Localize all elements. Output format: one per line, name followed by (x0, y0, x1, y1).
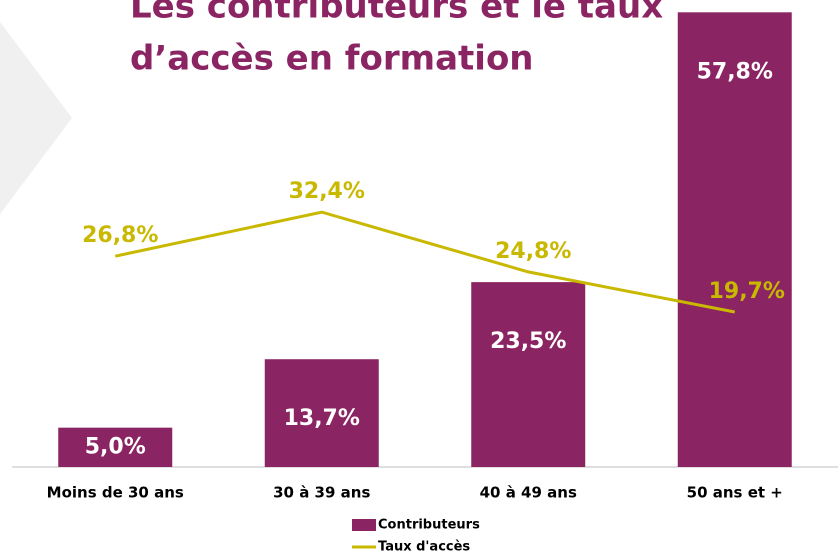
bar (471, 282, 586, 467)
line-label: 32,4% (289, 179, 365, 204)
bar (264, 359, 379, 467)
legend-label: Contributeurs (378, 518, 480, 533)
decor-arrow (0, 22, 72, 214)
x-tick-label: 30 à 39 ans (273, 484, 370, 502)
legend-swatch (352, 519, 376, 531)
line-label: 26,8% (82, 223, 158, 248)
bar-label: 13,7% (284, 406, 360, 431)
bar-label: 57,8% (697, 59, 773, 84)
bar-label: 5,0% (85, 434, 146, 459)
line (114, 210, 736, 314)
legend-label: Taux d'accès (378, 540, 470, 555)
x-tick-label: 50 ans et + (687, 484, 783, 502)
chart-title: d’accès en formation (130, 39, 534, 79)
x-tick-label: Moins de 30 ans (47, 484, 184, 502)
bar (58, 427, 173, 467)
x-tick-label: 40 à 49 ans (480, 484, 577, 502)
line-label: 19,7% (709, 279, 785, 304)
bar-label: 23,5% (490, 329, 566, 354)
line-label: 24,8% (495, 239, 571, 264)
bar (677, 12, 792, 467)
chart-title: Les contributeurs et le taux (130, 0, 663, 27)
